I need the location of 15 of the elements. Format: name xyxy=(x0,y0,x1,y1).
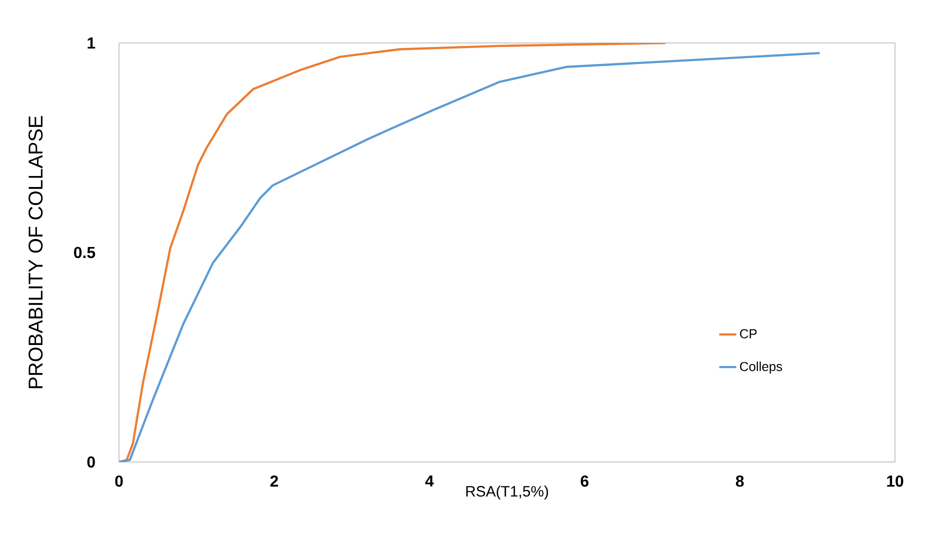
x-tick-label: 6 xyxy=(580,475,588,487)
x-tick-label: 0 xyxy=(115,475,123,487)
y-axis-title: PROBABILITY OF COLLAPSE xyxy=(28,116,43,388)
line-series xyxy=(119,42,666,462)
x-tick-label: 2 xyxy=(270,475,278,487)
x-tick-label: 4 xyxy=(425,475,434,486)
x-tick-label: 8 xyxy=(736,475,744,487)
x-axis-title: RSA(T1,5%) xyxy=(466,486,548,500)
x-tick-label: 10 xyxy=(887,475,904,487)
legend-label: CP xyxy=(740,329,757,338)
y-tick-label: 0.5 xyxy=(74,246,96,258)
legend-label: Colleps xyxy=(740,362,782,374)
line-series xyxy=(119,52,821,462)
y-tick-label: 0 xyxy=(87,456,95,468)
y-tick-label: 1 xyxy=(88,38,96,48)
